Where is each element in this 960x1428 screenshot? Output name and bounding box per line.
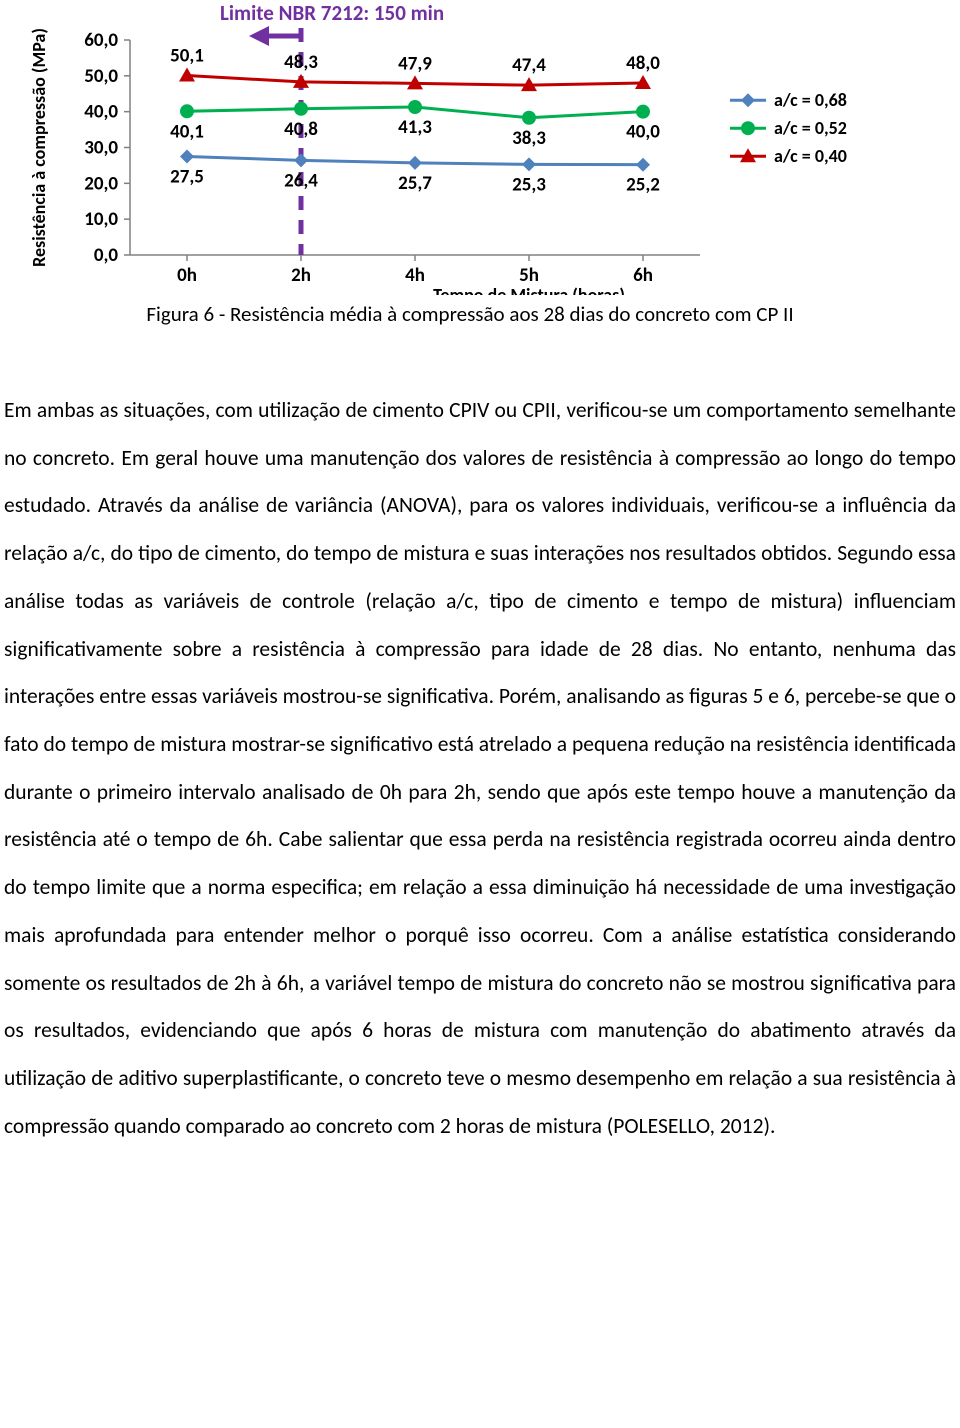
svg-text:27,5: 27,5 bbox=[170, 165, 204, 188]
body-paragraph: Em ambas as situações, com utilização de… bbox=[0, 387, 960, 1151]
svg-text:0h: 0h bbox=[177, 264, 197, 287]
svg-text:a/c = 0,40: a/c = 0,40 bbox=[774, 145, 847, 167]
svg-text:Resistência à compressão (MPa): Resistência à compressão (MPa) bbox=[28, 28, 50, 267]
svg-text:Tempo de Mistura (horas): Tempo de Mistura (horas) bbox=[433, 284, 625, 295]
svg-text:38,3: 38,3 bbox=[512, 127, 546, 150]
svg-text:48,0: 48,0 bbox=[626, 52, 660, 75]
svg-text:40,8: 40,8 bbox=[284, 118, 318, 141]
svg-text:6h: 6h bbox=[633, 264, 653, 287]
svg-text:0,0: 0,0 bbox=[94, 244, 119, 267]
svg-text:50,0: 50,0 bbox=[84, 65, 118, 88]
svg-text:a/c = 0,68: a/c = 0,68 bbox=[774, 89, 847, 111]
svg-text:50,1: 50,1 bbox=[170, 44, 204, 67]
svg-text:41,3: 41,3 bbox=[398, 116, 432, 139]
svg-text:4h: 4h bbox=[405, 264, 425, 287]
figure-caption: Figura 6 - Resistência média à compressã… bbox=[0, 301, 940, 327]
line-chart: 0,010,020,030,040,050,060,00h2h4h5h6hTem… bbox=[0, 0, 960, 295]
svg-text:25,2: 25,2 bbox=[626, 174, 660, 197]
svg-text:20,0: 20,0 bbox=[84, 172, 118, 195]
svg-text:40,0: 40,0 bbox=[84, 101, 118, 124]
paragraph-text: Em ambas as situações, com utilização de… bbox=[4, 387, 956, 1151]
svg-text:47,4: 47,4 bbox=[512, 54, 546, 77]
page: Limite NBR 7212: 150 min 0,0 10,0 20,0 30,0… bbox=[0, 0, 960, 1151]
svg-text:40,1: 40,1 bbox=[170, 120, 204, 143]
svg-text:26,4: 26,4 bbox=[284, 169, 318, 192]
svg-text:47,9: 47,9 bbox=[398, 52, 432, 75]
svg-text:60,0: 60,0 bbox=[84, 29, 118, 52]
svg-text:48,3: 48,3 bbox=[284, 51, 318, 74]
svg-text:25,7: 25,7 bbox=[398, 172, 432, 195]
chart-limit-title: Limite NBR 7212: 150 min bbox=[220, 0, 444, 26]
svg-text:a/c = 0,52: a/c = 0,52 bbox=[774, 117, 847, 139]
svg-text:25,3: 25,3 bbox=[512, 173, 546, 196]
svg-text:2h: 2h bbox=[291, 264, 311, 287]
svg-text:10,0: 10,0 bbox=[84, 208, 118, 231]
chart-container: Limite NBR 7212: 150 min 0,0 10,0 20,0 30,0… bbox=[0, 0, 960, 295]
svg-text:30,0: 30,0 bbox=[84, 137, 118, 160]
svg-text:40,0: 40,0 bbox=[626, 121, 660, 144]
